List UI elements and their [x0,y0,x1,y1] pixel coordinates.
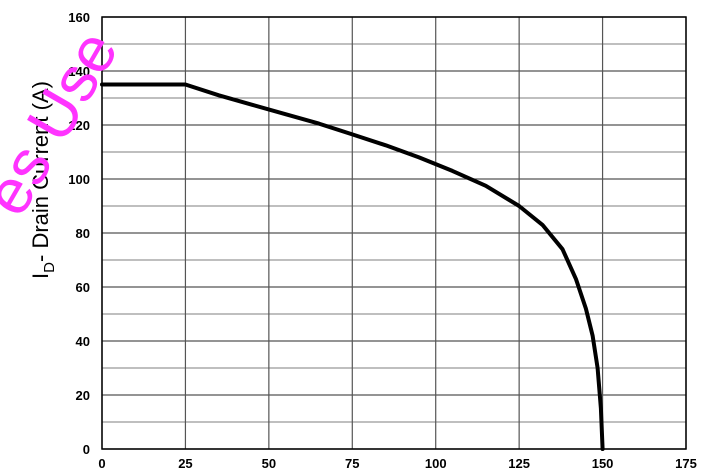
x-tick-label: 75 [345,456,359,471]
y-axis-label: ID- Drain Current (A) [28,81,58,279]
y-tick-label: 120 [68,118,90,133]
x-tick-label: 50 [262,456,276,471]
y-tick-label: 60 [76,280,90,295]
x-tick-labels: 0 25 50 75 100 125 150 175 [98,456,696,471]
watermark: es Use [0,18,132,227]
y-axis-label-rest: - Drain Current (A) [28,81,53,262]
y-tick-label: 160 [68,10,90,25]
y-tick-label: 40 [76,334,90,349]
x-tick-label: 150 [592,456,614,471]
y-tick-labels: 0 20 40 60 80 100 120 140 160 [68,10,90,457]
x-tick-label: 100 [425,456,447,471]
y-axis-label-main: I [28,273,53,279]
y-axis-label-subscript: D [41,262,58,273]
x-tick-label: 25 [178,456,192,471]
y-tick-label: 80 [76,226,90,241]
y-tick-label: 140 [68,64,90,79]
x-tick-label: 175 [675,456,697,471]
y-tick-label: 20 [76,388,90,403]
y-tick-label: 100 [68,172,90,187]
plot-frame [101,16,687,450]
drain-current-curve [100,82,605,451]
x-tick-label: 125 [508,456,530,471]
y-tick-label: 0 [83,442,90,457]
x-tick-label: 0 [98,456,105,471]
